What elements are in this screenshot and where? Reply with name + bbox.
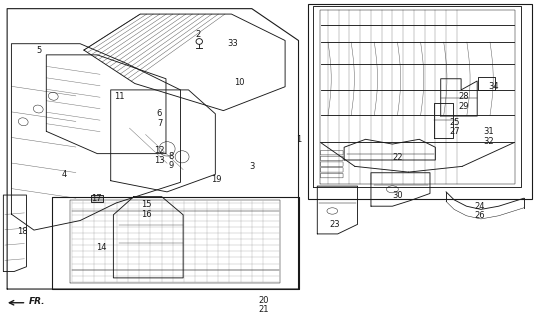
Text: 23: 23 [329,220,340,229]
Text: 11: 11 [115,92,125,101]
Bar [91,195,103,202]
Text: 17: 17 [91,194,102,204]
Text: 3: 3 [249,162,254,171]
Text: 14: 14 [96,243,107,252]
Text: 30: 30 [393,191,403,200]
Text: 22: 22 [393,153,403,162]
Text: 7: 7 [157,119,162,128]
Text: 5: 5 [37,45,42,55]
Text: 25: 25 [449,118,460,127]
Text: 33: 33 [227,39,238,48]
Text: 8: 8 [168,152,174,161]
Text: 28: 28 [458,92,469,101]
Text: 32: 32 [484,137,494,146]
Text: 16: 16 [141,210,152,219]
Text: 2: 2 [195,30,201,39]
Text: 19: 19 [211,175,222,184]
Text: 31: 31 [484,127,494,136]
Bar [308,4,532,199]
Text: 4: 4 [61,170,67,179]
Text: 9: 9 [169,161,174,170]
Text: 6: 6 [157,109,162,118]
Text: 20: 20 [258,296,269,305]
Text: 10: 10 [233,78,244,87]
Text: 18: 18 [17,227,27,236]
Text: 15: 15 [141,200,152,209]
Text: 24: 24 [474,202,485,211]
Text: 34: 34 [488,82,499,91]
Text: FR.: FR. [29,297,45,306]
Text: 13: 13 [154,156,165,164]
Text: 29: 29 [458,102,469,111]
Text: 12: 12 [154,146,165,155]
Text: 26: 26 [474,211,485,220]
Text: 1: 1 [296,135,301,144]
Text: 21: 21 [258,305,269,314]
Text: 27: 27 [449,127,460,136]
